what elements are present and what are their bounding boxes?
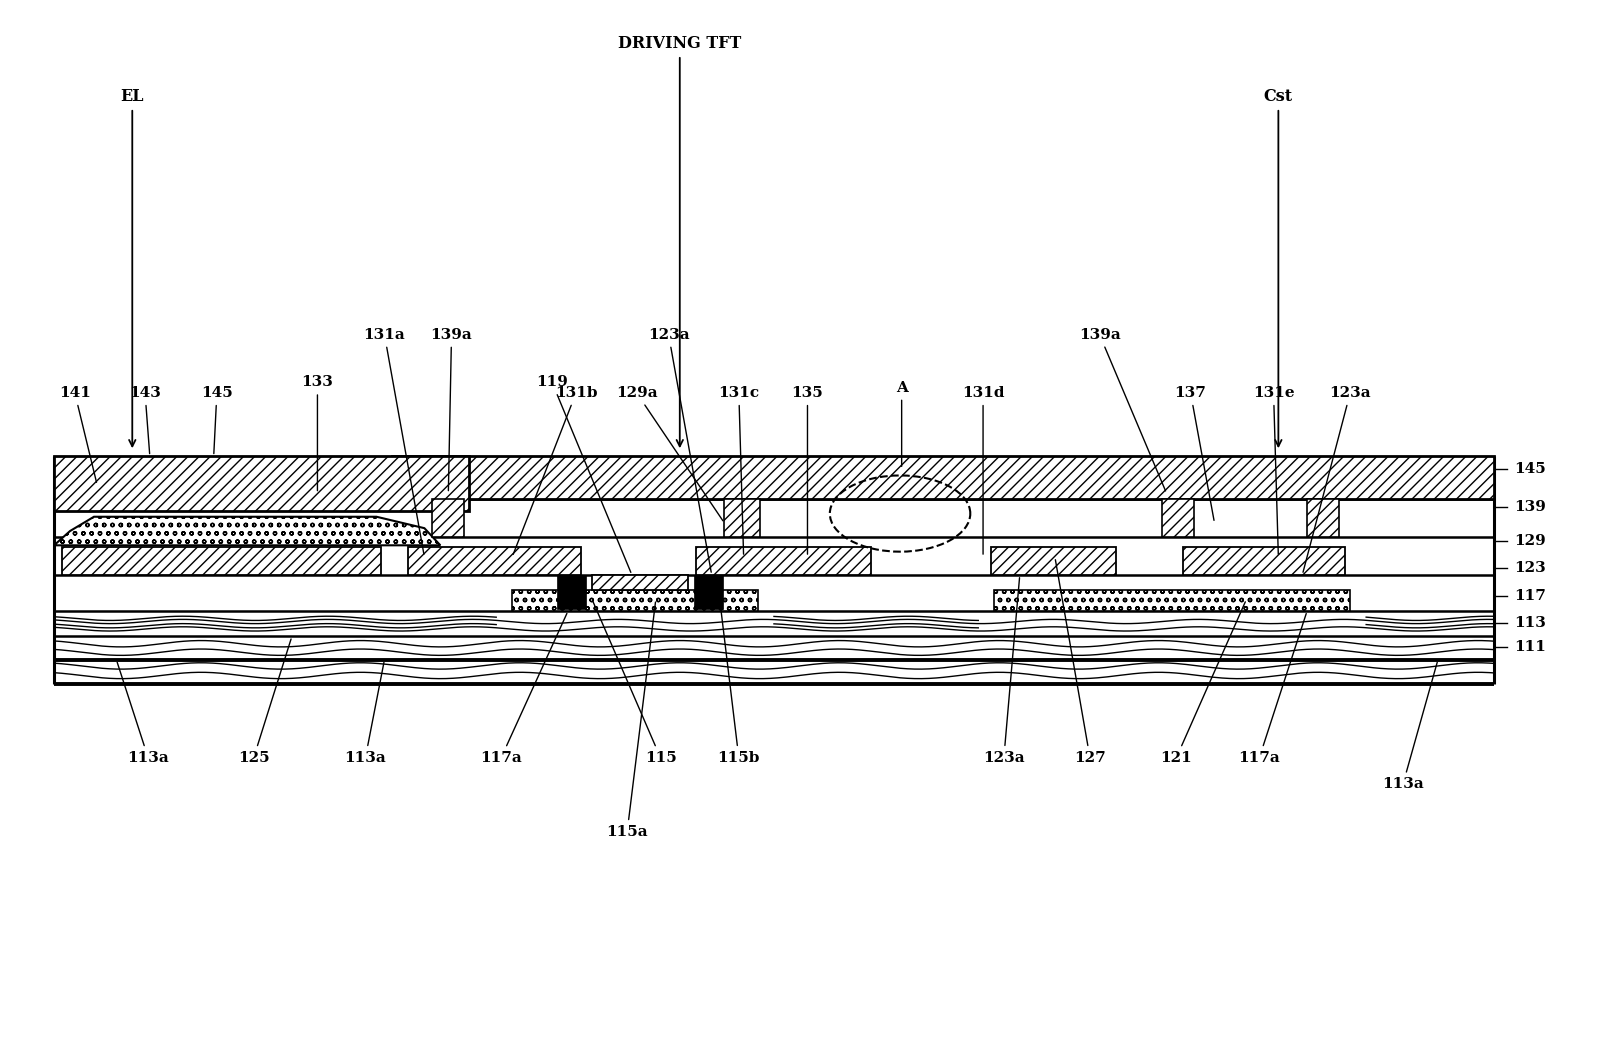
Text: 115: 115: [593, 602, 676, 765]
Text: 131d: 131d: [963, 386, 1004, 554]
Text: 115a: 115a: [606, 602, 656, 839]
Text: 131b: 131b: [513, 386, 598, 554]
Bar: [1306, 499, 1338, 537]
Bar: [556, 575, 585, 609]
Text: 113a: 113a: [117, 662, 169, 765]
Text: 131a: 131a: [363, 328, 424, 554]
Bar: [54, 456, 469, 511]
Bar: [392, 456, 1493, 499]
Text: 129: 129: [1514, 534, 1546, 549]
Bar: [1183, 547, 1345, 575]
Bar: [1162, 499, 1194, 537]
Text: DRIVING TFT: DRIVING TFT: [619, 35, 742, 447]
Bar: [408, 547, 580, 575]
Bar: [694, 575, 723, 609]
Text: EL: EL: [120, 88, 144, 447]
Text: 141: 141: [59, 386, 96, 483]
Bar: [592, 575, 688, 590]
Text: 131c: 131c: [718, 386, 760, 554]
Text: 125: 125: [238, 639, 291, 765]
Text: 139: 139: [1514, 500, 1546, 515]
Text: 139a: 139a: [1079, 328, 1166, 491]
Text: Cst: Cst: [1263, 88, 1294, 447]
Text: A: A: [895, 381, 908, 467]
Bar: [432, 499, 464, 537]
Text: 127: 127: [1055, 560, 1107, 765]
Bar: [512, 590, 758, 611]
Text: 113a: 113a: [1382, 662, 1438, 792]
Bar: [62, 547, 381, 575]
Text: 123a: 123a: [1303, 386, 1370, 572]
Text: 129a: 129a: [616, 386, 723, 521]
Text: 139a: 139a: [430, 328, 472, 490]
Text: 113: 113: [1514, 615, 1546, 629]
Text: 133: 133: [302, 376, 333, 490]
Bar: [1350, 575, 1493, 611]
Text: 123a: 123a: [648, 328, 712, 572]
Text: 119: 119: [536, 376, 632, 572]
Bar: [54, 575, 512, 611]
Bar: [758, 575, 995, 611]
Text: 117a: 117a: [480, 613, 568, 765]
Text: 131e: 131e: [1252, 386, 1295, 554]
Text: 123: 123: [1514, 560, 1546, 575]
Text: 145: 145: [201, 386, 233, 454]
Text: 137: 137: [1175, 386, 1214, 520]
Polygon shape: [54, 517, 440, 545]
Text: 145: 145: [1514, 463, 1546, 476]
Bar: [991, 547, 1116, 575]
Text: 113a: 113a: [344, 662, 387, 765]
Text: 121: 121: [1161, 602, 1246, 765]
Text: 111: 111: [1514, 640, 1546, 654]
Text: 117a: 117a: [1238, 613, 1306, 765]
Text: 135: 135: [792, 386, 823, 554]
Text: 123a: 123a: [983, 577, 1025, 765]
Bar: [995, 590, 1350, 611]
Bar: [724, 499, 760, 537]
Bar: [696, 547, 871, 575]
Text: 117: 117: [1514, 589, 1546, 603]
Text: 143: 143: [130, 386, 161, 454]
Text: 115b: 115b: [718, 602, 760, 765]
